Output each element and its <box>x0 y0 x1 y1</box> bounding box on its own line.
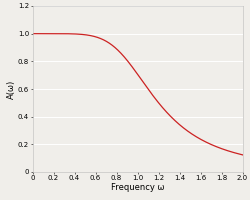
Y-axis label: A(ω): A(ω) <box>8 79 16 99</box>
X-axis label: Frequency ω: Frequency ω <box>111 183 164 192</box>
